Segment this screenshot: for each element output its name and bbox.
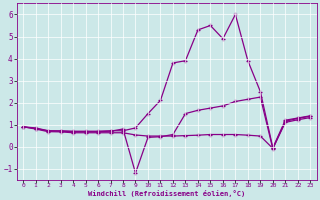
- X-axis label: Windchill (Refroidissement éolien,°C): Windchill (Refroidissement éolien,°C): [88, 190, 245, 197]
